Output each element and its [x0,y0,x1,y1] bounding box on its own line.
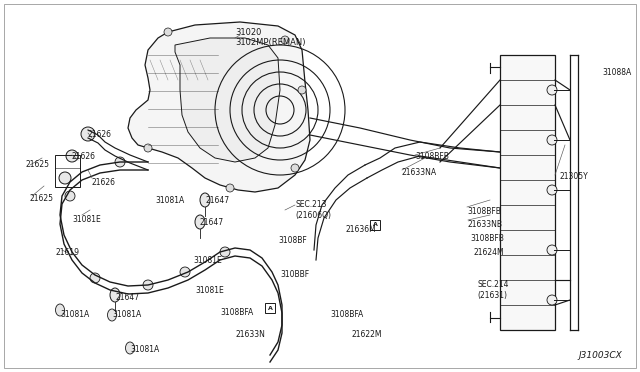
Text: 21636M: 21636M [345,225,376,234]
Ellipse shape [125,342,134,354]
Text: J31003CX: J31003CX [579,351,622,360]
Text: 21647: 21647 [115,293,139,302]
Circle shape [547,245,557,255]
Circle shape [65,191,75,201]
Text: 21626: 21626 [92,178,116,187]
Text: 31081A: 31081A [155,196,184,205]
Text: 3108BFA: 3108BFA [330,310,364,319]
Circle shape [59,172,71,184]
Text: 31081E: 31081E [193,256,221,265]
Ellipse shape [110,288,120,302]
Ellipse shape [108,309,116,321]
Text: 31020: 31020 [235,28,261,37]
Text: 3108BF: 3108BF [278,236,307,245]
Text: 21625: 21625 [25,160,49,169]
Text: 21633N: 21633N [235,330,265,339]
Circle shape [226,184,234,192]
Circle shape [66,150,78,162]
Circle shape [115,157,125,167]
Text: (21606Q): (21606Q) [295,211,331,220]
Text: (21631): (21631) [477,291,507,300]
Text: 21647: 21647 [200,218,224,227]
Text: 3108BFB: 3108BFB [415,152,449,161]
Circle shape [547,85,557,95]
Circle shape [164,28,172,36]
Polygon shape [175,38,280,162]
Circle shape [291,164,299,172]
Ellipse shape [56,304,65,316]
Bar [265,303,275,313]
Circle shape [81,127,95,141]
Text: 31081A: 31081A [112,310,141,319]
Ellipse shape [195,215,205,229]
Text: 3102MP(REMAN): 3102MP(REMAN) [235,38,305,47]
Text: SEC.213: SEC.213 [295,200,326,209]
Text: 21625: 21625 [30,194,54,203]
Circle shape [143,280,153,290]
Circle shape [220,247,230,257]
Text: 21647: 21647 [205,196,229,205]
Text: 31081E: 31081E [72,215,100,224]
Bar [55,155,80,187]
Text: 3108BFB: 3108BFB [467,207,501,216]
Circle shape [547,185,557,195]
Text: 31081A: 31081A [130,345,159,354]
Text: 21622M: 21622M [352,330,383,339]
Circle shape [547,135,557,145]
Bar [500,55,555,330]
Bar [370,220,380,230]
Text: 31081E: 31081E [195,286,224,295]
Text: 31088A: 31088A [602,68,631,77]
Circle shape [547,295,557,305]
Text: 3108BFA: 3108BFA [220,308,253,317]
Circle shape [90,273,100,283]
Text: 310BBF: 310BBF [280,270,309,279]
Text: SEC.214: SEC.214 [477,280,509,289]
Text: A: A [372,222,378,228]
Ellipse shape [200,193,210,207]
Text: 21626: 21626 [88,130,112,139]
Text: 21633NA: 21633NA [402,168,437,177]
Text: 21633NB: 21633NB [468,220,503,229]
Text: 21626: 21626 [72,152,96,161]
Circle shape [281,36,289,44]
Polygon shape [128,22,310,192]
Text: 21619: 21619 [55,248,79,257]
Text: 21305Y: 21305Y [560,172,589,181]
Circle shape [144,144,152,152]
Text: 3108BFB: 3108BFB [470,234,504,243]
Circle shape [298,86,306,94]
Text: 31081A: 31081A [60,310,89,319]
Text: 21624M: 21624M [474,248,504,257]
Text: A: A [268,305,273,311]
Circle shape [180,267,190,277]
